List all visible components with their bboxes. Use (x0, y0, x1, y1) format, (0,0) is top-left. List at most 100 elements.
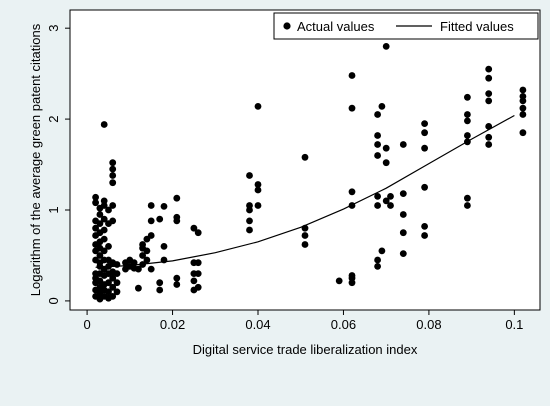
data-point (100, 197, 108, 205)
y-tick-label: 3 (46, 25, 61, 32)
data-point (485, 123, 493, 130)
data-point (348, 72, 356, 79)
data-point (254, 181, 262, 188)
data-point (399, 141, 407, 148)
data-point (464, 117, 471, 125)
data-point (160, 256, 168, 264)
data-point (374, 256, 381, 264)
data-point (135, 265, 142, 273)
data-point (254, 103, 262, 110)
data-point (374, 152, 381, 159)
data-point (194, 259, 202, 267)
data-point (246, 226, 253, 234)
fitted-line-series (95, 114, 515, 268)
data-point (147, 265, 155, 273)
data-point (374, 202, 381, 209)
data-point (399, 211, 407, 218)
y-tick-label: 2 (46, 115, 61, 122)
data-point (421, 183, 428, 191)
data-point (109, 159, 117, 167)
data-point (147, 217, 155, 225)
data-point (382, 197, 390, 205)
legend-label-fitted: Fitted values (440, 19, 514, 34)
data-point (464, 93, 471, 101)
data-point (96, 211, 104, 218)
data-point (135, 284, 142, 292)
data-point (194, 270, 202, 277)
data-point (105, 206, 112, 214)
data-point (348, 202, 356, 209)
data-point (246, 172, 253, 179)
data-point (335, 277, 343, 285)
data-point (109, 165, 117, 173)
data-point (246, 202, 253, 209)
data-point (485, 97, 493, 105)
data-point (100, 247, 108, 255)
x-tick-label: 0.04 (245, 317, 270, 332)
data-point (301, 153, 309, 161)
data-point (399, 250, 407, 257)
data-point (348, 104, 356, 112)
data-point (421, 120, 428, 127)
legend-marker-actual (283, 22, 291, 30)
data-point (92, 199, 99, 207)
data-point (485, 90, 493, 97)
legend-label-actual: Actual values (297, 19, 375, 34)
data-point (254, 186, 262, 194)
data-point (301, 232, 309, 239)
data-point (374, 193, 381, 200)
data-point (139, 252, 147, 259)
data-point (378, 247, 386, 255)
data-point (105, 279, 112, 287)
data-point (382, 159, 390, 167)
x-tick-label: 0.06 (331, 317, 356, 332)
data-point (96, 220, 104, 228)
data-point (464, 111, 471, 118)
data-point (100, 121, 108, 128)
y-axis-title: Logarithm of the average green patent ci… (28, 23, 43, 296)
data-point (173, 281, 181, 288)
data-point (190, 277, 198, 285)
data-point (109, 172, 117, 179)
data-point (399, 190, 407, 198)
data-point (194, 283, 202, 291)
data-point (92, 224, 99, 232)
data-point (173, 213, 181, 221)
data-point (109, 274, 117, 282)
y-tick-label: 1 (46, 206, 61, 213)
data-point (160, 243, 168, 250)
data-point (374, 111, 381, 118)
data-point (485, 133, 493, 141)
data-point (485, 74, 493, 82)
data-point (464, 138, 471, 146)
data-point (100, 235, 108, 243)
data-point (100, 226, 108, 234)
data-point (143, 256, 151, 264)
x-tick-label: 0.02 (160, 317, 185, 332)
data-point (254, 202, 262, 209)
data-point (387, 193, 394, 200)
data-point (130, 259, 138, 267)
data-point (105, 243, 112, 250)
data-point (387, 202, 394, 209)
data-point (113, 288, 121, 296)
data-point (113, 279, 121, 287)
data-point (246, 217, 253, 225)
x-axis-title: Digital service trade liberalization ind… (193, 342, 418, 357)
data-point (421, 223, 428, 230)
data-point (147, 202, 155, 209)
data-point (464, 202, 471, 209)
data-point (160, 203, 168, 210)
data-point (519, 111, 527, 118)
data-point (421, 144, 428, 152)
fitted-values-line (95, 114, 515, 268)
data-point (147, 232, 155, 239)
data-point (139, 261, 147, 268)
data-point (105, 288, 112, 296)
data-point (156, 286, 164, 294)
data-point (464, 194, 471, 202)
data-point (519, 93, 527, 100)
data-point (374, 263, 381, 270)
x-tick-label: 0.08 (416, 317, 441, 332)
